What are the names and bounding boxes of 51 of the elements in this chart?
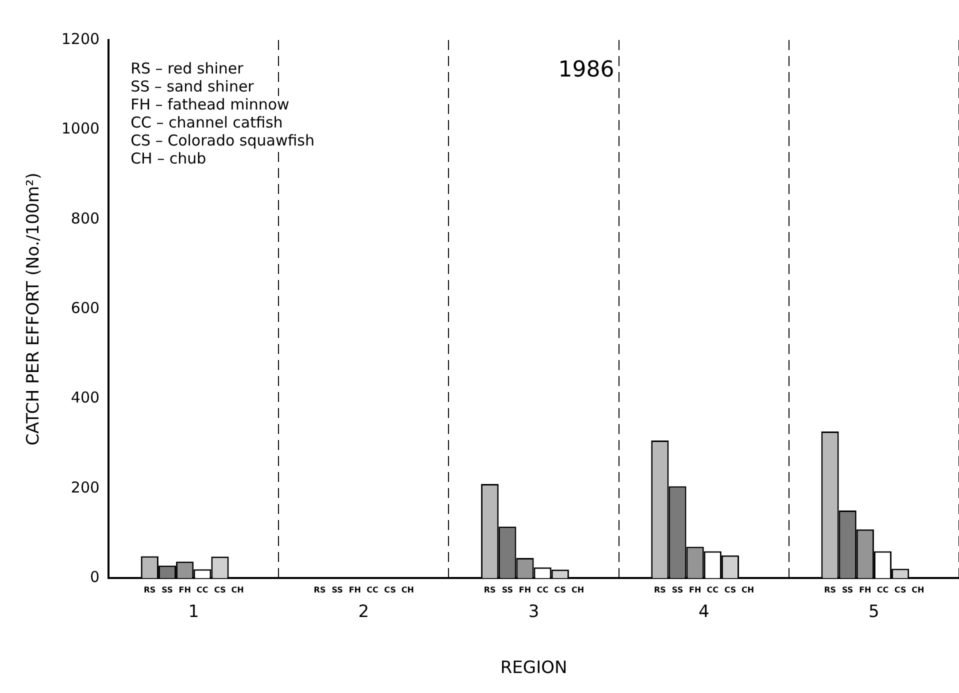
annotation: SS – sand shiner — [130, 77, 255, 96]
text: CC — [706, 585, 719, 594]
y-tick-label: 0 — [90, 568, 100, 586]
series-label: CC — [196, 585, 208, 594]
series-label: RS — [144, 585, 156, 594]
series-label: SS — [162, 585, 174, 594]
text: CH — [401, 585, 414, 594]
text: FH — [859, 585, 872, 594]
text: RS — [824, 585, 836, 594]
y-axis-title: CATCH PER EFFORT (No./100m²) — [24, 172, 44, 446]
y-tick-label: 600 — [70, 298, 100, 317]
y-tick-label: 1000 — [61, 120, 100, 138]
text: RS — [484, 585, 496, 594]
annotation: CH – chub — [130, 149, 206, 168]
text: CC — [366, 585, 378, 594]
text: SS — [672, 585, 684, 594]
text: CC — [536, 585, 548, 594]
text: FH — [348, 585, 361, 594]
text: RS — [654, 585, 666, 594]
text: CS — [724, 585, 736, 594]
x-tick-label: 4 — [698, 602, 710, 622]
text: CS — [384, 585, 396, 594]
x-tick-label: 1 — [188, 602, 200, 622]
annotation: FH – fathead minnow — [130, 95, 290, 114]
text: RS — [314, 585, 326, 594]
text: CH — [742, 585, 754, 594]
legend-label: CH — [231, 585, 244, 594]
x-tick-label: 3 — [528, 602, 540, 622]
series-label: FH — [178, 585, 191, 594]
text: SS — [842, 585, 854, 594]
annotation: RS – red shiner — [130, 59, 244, 78]
x-axis-title: REGION — [500, 658, 568, 678]
series-label: CS — [214, 585, 226, 594]
y-tick-label: 1200 — [61, 30, 100, 48]
text: CH — [912, 585, 924, 594]
text: CS — [554, 585, 566, 594]
text: CS — [894, 585, 906, 594]
text: CC — [876, 585, 889, 594]
annotation: CC – channel catfish — [130, 113, 283, 132]
text: CH — [571, 585, 584, 594]
y-tick-label: 200 — [70, 478, 100, 496]
text: FH — [518, 585, 532, 594]
y-tick-label: 800 — [70, 209, 100, 228]
x-tick-label: 2 — [358, 602, 370, 622]
annotation: CS – Colorado squawfish — [130, 131, 315, 150]
text: FH — [689, 585, 702, 594]
text: 1986 — [558, 58, 614, 83]
text: SS — [332, 585, 343, 594]
text: SS — [502, 585, 514, 594]
x-tick-label: 5 — [868, 602, 880, 622]
y-tick-label: 400 — [70, 388, 100, 407]
